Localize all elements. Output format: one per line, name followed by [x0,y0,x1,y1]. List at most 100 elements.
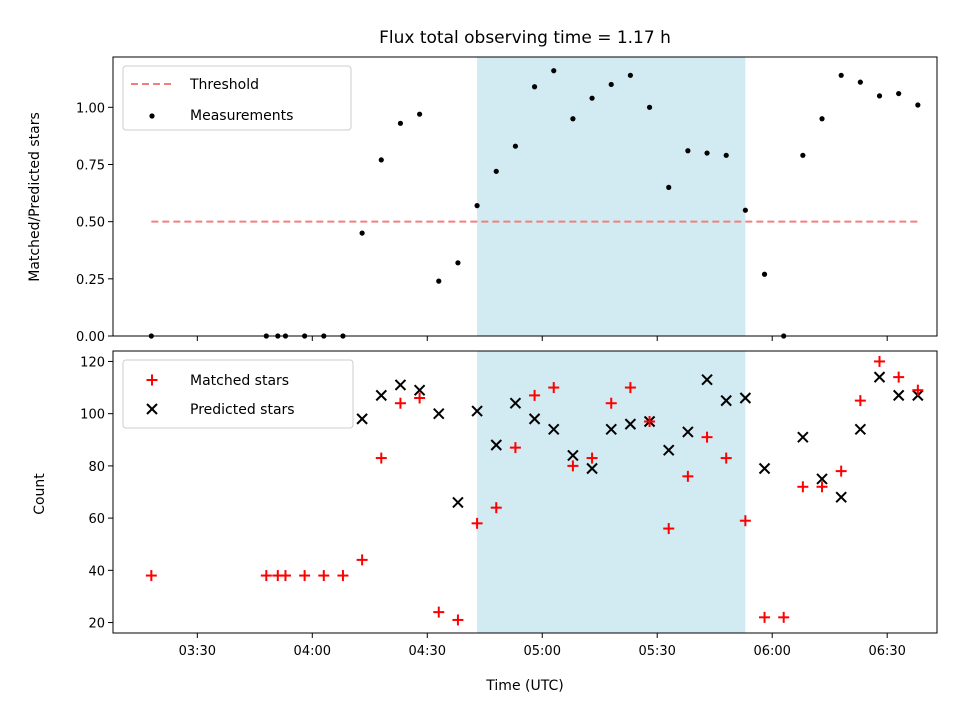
predicted-star-point [624,418,637,430]
ratio-plot-frame [112,56,938,337]
measurement-point [627,72,633,78]
predicted-star-point [528,413,541,425]
matched-star-point [356,554,368,566]
measurement-point [819,116,825,122]
matched-star-point [701,431,713,443]
measurement-point [800,152,806,158]
legend-measurements-label: Measurements [190,108,293,124]
x-axis-label: Time (UTC) [485,678,563,694]
matched-star-point [394,397,406,409]
measurement-point [608,81,614,88]
measurement-point [666,184,672,190]
predicted-star-point [873,371,886,383]
predicted-star-point [567,449,579,462]
measurement-point [455,260,461,266]
count-legend-box [122,359,354,429]
x-tick-label: 03:30 [179,644,216,659]
ratio-panel: 0.00 0.25 0.50 0.75 1.00 Threshold Measurement… [76,56,938,345]
predicted-star-point [605,423,617,436]
predicted-star-point [854,423,867,436]
matched-star-point [260,570,272,582]
predicted-star-point [758,462,771,475]
predicted-star-point [701,374,713,386]
predicted-star-point [586,462,598,475]
count-y-tick-label: 100 [80,408,105,423]
measurement-point [436,278,442,284]
matched-star-point [433,606,445,618]
predicted-star-point [394,379,407,391]
matched-star-point [490,502,502,514]
predicted-star-point [356,413,368,425]
measurement-point [397,120,404,126]
matched-star-point [452,614,464,626]
x-tick-label: 06:00 [753,644,790,659]
measurement-point [493,168,499,174]
predicted-star-point [835,491,847,503]
count-plot-frame [112,350,938,634]
matched-star-point [509,442,521,454]
matched-star-point [279,570,291,582]
x-tick-label: 05:30 [638,644,675,659]
ratio-legend: Threshold Measurements [122,65,352,131]
matched-star-point [854,395,866,407]
matched-star-point [644,416,656,427]
matched-star-point [739,515,751,527]
matched-star-point [893,371,905,383]
predicted-star-point [490,439,502,451]
predicted-star-point [471,405,483,417]
count-panel: 20 40 60 80 100 120 03:30 04:00 04:30 05:00 05:30 0… [80,350,938,659]
count-y-tick-label: 60 [88,512,105,527]
matched-star-point [299,570,311,582]
chart-title: Flux total observing time = 1.17 h [379,28,671,48]
observing-window-shade [477,57,746,336]
measurement-point [359,230,365,236]
measurement-point [857,79,863,85]
x-tick-label: 05:00 [524,644,561,659]
ratio-y-axis-label: Matched/Predicted stars [27,112,43,282]
measurement-point [876,93,883,99]
matched-star-point [471,517,483,529]
measurement-point [378,157,384,163]
matched-star-point [605,397,617,409]
legend-predicted-label: Predicted stars [190,402,295,418]
measurement-point [570,116,576,122]
predicted-star-point [892,389,905,402]
matched-star-point [816,481,828,493]
measurement-point [723,152,729,158]
measurement-point [531,84,538,90]
matched-star-point [759,611,771,623]
count-y-tick-label: 120 [80,355,105,370]
measurement-point [761,271,768,277]
measurement-point [551,68,557,74]
ratio-legend-box [122,65,352,131]
matched-star-point [874,355,886,367]
ratio-y-tick-label: 0.25 [76,273,105,288]
measurement-point [896,90,902,97]
matched-star-point [414,392,426,404]
matched-star-point [682,470,694,482]
predicted-star-point [548,423,560,436]
measurement-point [915,102,921,108]
ratio-y-tick-label: 0.50 [76,216,105,231]
matched-star-point [586,452,598,464]
predicted-star-point [433,407,445,420]
count-legend: Matched stars Predicted stars [122,359,354,429]
measurement-point [742,207,748,213]
measurement-point [589,95,595,101]
predicted-star-point [739,392,752,404]
measurement-point [646,104,653,110]
matched-star-point [835,465,847,477]
matched-star-point [720,452,732,464]
legend-matched-swatch [146,374,158,386]
x-tick-label: 04:00 [294,644,331,659]
legend-measurement-swatch [149,113,155,119]
matched-star-point [663,523,675,535]
measurement-point [838,72,844,78]
matched-star-point [567,460,579,472]
measurement-point [417,111,423,117]
legend-threshold-label: Threshold [189,77,259,93]
matched-star-point [797,481,809,493]
measurement-point [474,203,480,209]
legend-predicted-swatch [146,403,158,415]
